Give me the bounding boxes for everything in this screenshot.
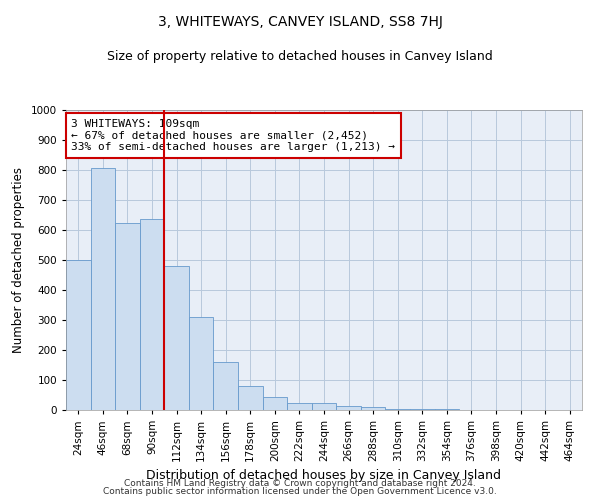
Y-axis label: Number of detached properties: Number of detached properties — [12, 167, 25, 353]
Bar — [287, 404, 312, 410]
Bar — [238, 386, 263, 410]
Text: 3 WHITEWAYS: 109sqm
← 67% of detached houses are smaller (2,452)
33% of semi-det: 3 WHITEWAYS: 109sqm ← 67% of detached ho… — [71, 119, 395, 152]
Bar — [385, 408, 410, 410]
Text: Size of property relative to detached houses in Canvey Island: Size of property relative to detached ho… — [107, 50, 493, 63]
Bar — [91, 168, 115, 410]
Bar — [140, 219, 164, 410]
Bar — [189, 317, 214, 410]
X-axis label: Distribution of detached houses by size in Canvey Island: Distribution of detached houses by size … — [146, 470, 502, 482]
Text: 3, WHITEWAYS, CANVEY ISLAND, SS8 7HJ: 3, WHITEWAYS, CANVEY ISLAND, SS8 7HJ — [158, 15, 442, 29]
Bar — [66, 260, 91, 410]
Bar — [312, 404, 336, 410]
Bar — [263, 396, 287, 410]
Bar — [115, 222, 140, 410]
Bar — [214, 362, 238, 410]
Text: Contains HM Land Registry data © Crown copyright and database right 2024.: Contains HM Land Registry data © Crown c… — [124, 478, 476, 488]
Text: Contains public sector information licensed under the Open Government Licence v3: Contains public sector information licen… — [103, 487, 497, 496]
Bar — [164, 266, 189, 410]
Bar — [361, 407, 385, 410]
Bar — [336, 406, 361, 410]
Bar — [410, 409, 434, 410]
